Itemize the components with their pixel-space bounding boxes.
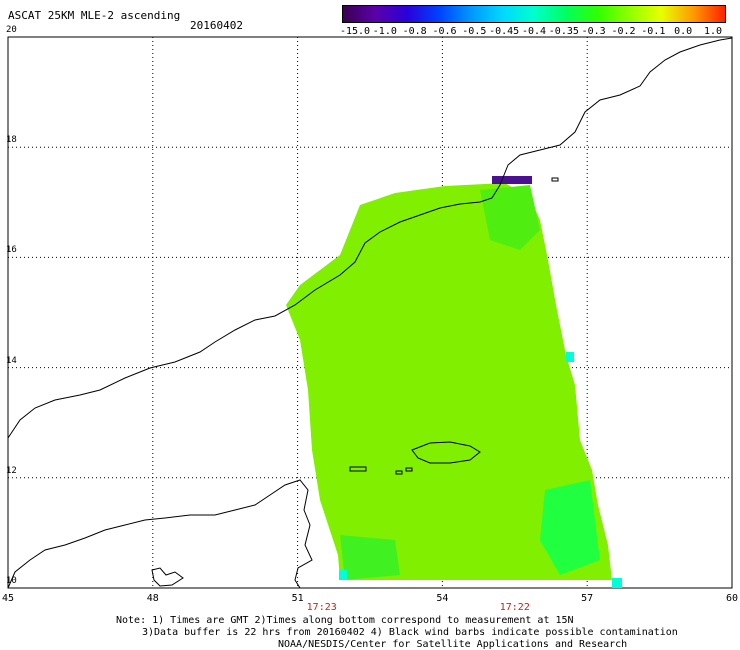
latitude-label: 14 — [6, 355, 17, 366]
coastline-arabian-peninsula — [7, 37, 733, 439]
colorbar-tick-label: -0.6 — [432, 26, 457, 37]
pass-time-label: 17:22 — [499, 602, 530, 613]
pass-time-label: 17:23 — [306, 602, 337, 613]
coastline-ras-hafun — [151, 567, 184, 587]
swath-se-patch — [540, 480, 600, 575]
latitude-label: 12 — [6, 465, 17, 476]
coastline-darsah — [405, 467, 413, 472]
graticule — [7, 36, 733, 589]
swath-cyan-pixel-1 — [566, 352, 574, 362]
colorbar-tick-label: -0.2 — [611, 26, 636, 37]
map-frame — [7, 36, 733, 589]
coastline-samhah — [395, 470, 403, 475]
longitude-label: 57 — [581, 593, 594, 604]
longitude-label: 45 — [1, 593, 15, 604]
coastline-abd-al-kuri — [349, 466, 367, 472]
colorbar-tick-label: -0.4 — [521, 26, 547, 37]
swath-purple-edge — [492, 176, 532, 184]
swath-body — [286, 183, 612, 580]
colorbar-tick-label: -0.35 — [548, 26, 579, 37]
coastline-socotra — [411, 441, 481, 464]
swath-cyan-pixel-2 — [612, 578, 622, 588]
colorbar-tick-label: -0.1 — [641, 26, 666, 37]
colorbar-tick-label: -0.45 — [489, 26, 520, 37]
latitude-label: 20 — [6, 25, 17, 35]
longitude-label: 48 — [146, 593, 159, 604]
swath-cyan-pixel-3 — [339, 570, 347, 580]
swath-east-patch — [480, 185, 540, 250]
colorbar-tick-label: -15.0 — [339, 26, 371, 37]
product-title: ASCAT 25KM MLE-2 ascending — [8, 9, 181, 22]
longitude-label: 51 — [291, 593, 304, 604]
coastline-somalia — [7, 479, 313, 589]
wind-swath — [286, 176, 622, 588]
footnote-line-2: 3)Data buffer is 22 hrs from 20160402 4)… — [142, 627, 678, 638]
latitude-label: 16 — [6, 245, 17, 256]
coastline — [7, 37, 733, 589]
colorbar-tick-label: -0.3 — [581, 26, 606, 37]
colorbar-tick-label: -0.5 — [462, 26, 487, 37]
swath-sw-patch — [340, 535, 400, 580]
latitude-label: 18 — [6, 135, 17, 146]
colorbar — [342, 5, 726, 23]
coastline-kuria-muria — [551, 177, 559, 182]
longitude-label: 54 — [436, 593, 449, 604]
colorbar-tick-label: -1.0 — [372, 26, 397, 37]
colorbar-tick-label: 0.0 — [674, 26, 693, 37]
longitude-label: 60 — [725, 593, 739, 604]
product-date: 20160402 — [190, 19, 243, 32]
colorbar-tick-label: 1.0 — [703, 26, 723, 37]
footnote-line-1: Note: 1) Times are GMT 2)Times along bot… — [116, 615, 574, 626]
colorbar-tick-label: -0.8 — [402, 26, 427, 37]
footnote-line-3: NOAA/NESDIS/Center for Satellite Applica… — [278, 639, 628, 650]
latitude-label: 10 — [6, 576, 17, 586]
